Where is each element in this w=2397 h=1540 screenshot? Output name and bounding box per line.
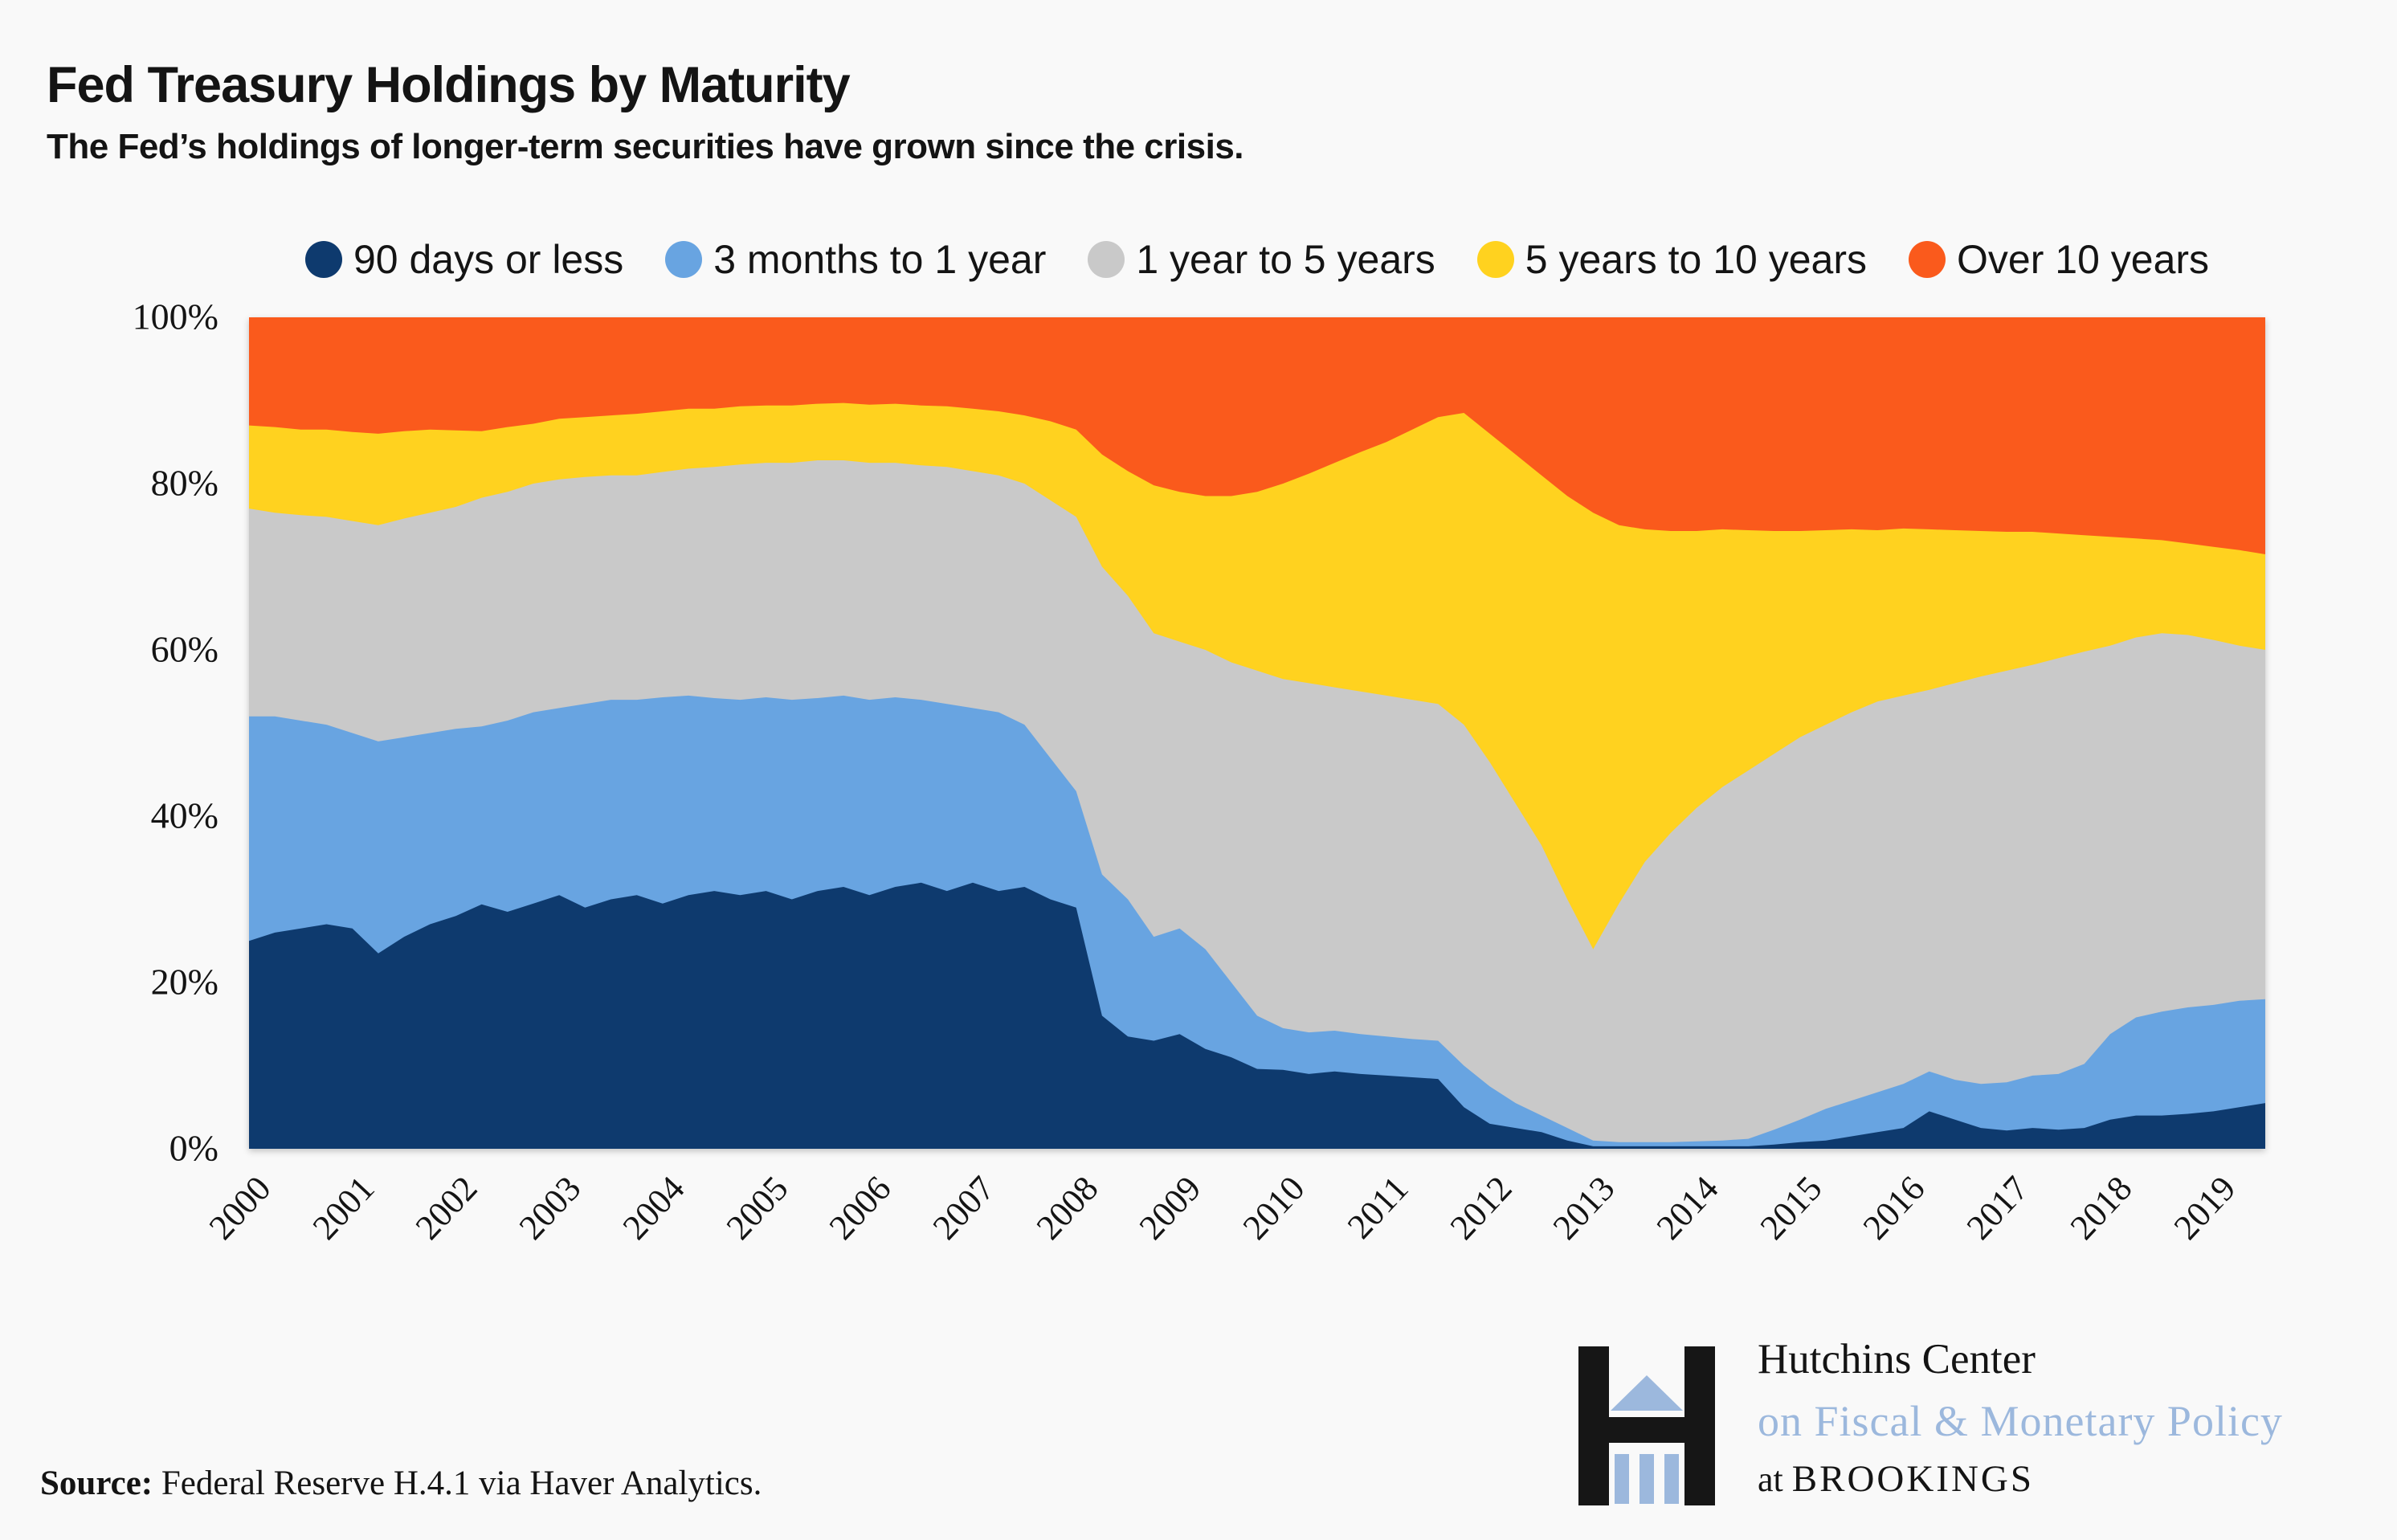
logo-line3-prefix: at (1758, 1460, 1792, 1499)
legend-dot-icon (1088, 241, 1125, 278)
logo-line3: at BROOKINGS (1758, 1457, 2283, 1501)
legend-item-1: 90 days or less (304, 236, 624, 283)
y-tick-60: 60% (150, 628, 218, 670)
legend-item-5: Over 10 years (1909, 236, 2209, 283)
x-tick-2000: 2000 (201, 1168, 279, 1248)
x-tick-2012: 2012 (1442, 1168, 1520, 1248)
logo-line1: Hutchins Center (1758, 1336, 2036, 1383)
source-label: Source: (40, 1464, 153, 1502)
x-tick-2004: 2004 (615, 1168, 692, 1248)
y-tick-20: 20% (150, 961, 218, 1003)
x-tick-2015: 2015 (1752, 1168, 1830, 1248)
y-tick-40: 40% (150, 795, 218, 836)
legend-label: 90 days or less (353, 237, 624, 282)
legend-label: 5 years to 10 years (1525, 237, 1868, 282)
area-90-days-or-less (249, 882, 2265, 1149)
x-tick-2001: 2001 (304, 1168, 382, 1248)
legend-dot-icon (1909, 241, 1946, 278)
legend-dot-icon (665, 241, 703, 278)
x-tick-2011: 2011 (1339, 1168, 1416, 1247)
legend-label: 3 months to 1 year (713, 237, 1047, 282)
page-title: Fed Treasury Holdings by Maturity (47, 57, 851, 113)
x-tick-2009: 2009 (1132, 1168, 1210, 1248)
x-tick-2019: 2019 (2166, 1168, 2244, 1248)
y-tick-0: 0% (169, 1127, 218, 1169)
y-axis: 0% 20% 40% 60% 80% 100% (0, 296, 218, 1168)
x-tick-2016: 2016 (1856, 1168, 1934, 1248)
legend-dot-icon (304, 241, 342, 278)
x-axis: 2000 2001 2002 2003 2004 2005 2006 2007 2008 2009… (202, 1165, 2265, 1350)
legend-item-4: 5 years to 10 years (1476, 236, 1868, 283)
hutchins-logo-mark (1578, 1346, 1715, 1505)
logo-line2: on Fiscal & Monetary Policy (1758, 1397, 2283, 1445)
legend-dot-icon (1476, 241, 1514, 278)
legend-label: Over 10 years (1957, 237, 2210, 282)
logo-line3-brookings: BROOKINGS (1791, 1458, 2034, 1500)
x-tick-2014: 2014 (1648, 1168, 1726, 1248)
logo-columns-icon (1615, 1454, 1679, 1504)
legend-item-3: 1 year to 5 years (1088, 236, 1435, 283)
legend-label: 1 year to 5 years (1136, 237, 1435, 282)
x-tick-2017: 2017 (1958, 1168, 2036, 1248)
x-tick-2008: 2008 (1028, 1168, 1106, 1248)
page-subtitle: The Fed’s holdings of longer-term securi… (47, 127, 1244, 166)
x-tick-2002: 2002 (408, 1168, 485, 1248)
source-text: Federal Reserve H.4.1 via Haver Analytic… (153, 1464, 762, 1502)
hutchins-logo-text: Hutchins Center on Fiscal & Monetary Pol… (1758, 1335, 2283, 1501)
source-line: Source: Federal Reserve H.4.1 via Haver … (40, 1464, 762, 1503)
y-tick-80: 80% (150, 462, 218, 504)
x-tick-2007: 2007 (925, 1168, 1002, 1248)
legend-item-2: 3 months to 1 year (665, 236, 1046, 283)
x-tick-2003: 2003 (511, 1168, 589, 1248)
stacked-area-plot (249, 317, 2265, 1149)
chart-legend: 90 days or less 3 months to 1 year 1 year … (249, 236, 2265, 283)
x-tick-2018: 2018 (2062, 1168, 2140, 1248)
y-tick-100: 100% (132, 296, 218, 337)
logo-h-crossbar (1578, 1417, 1715, 1443)
x-tick-2010: 2010 (1235, 1168, 1313, 1248)
x-tick-2006: 2006 (822, 1168, 899, 1248)
x-tick-2013: 2013 (1546, 1168, 1623, 1248)
x-tick-2005: 2005 (718, 1168, 796, 1248)
logo-pediment-icon (1611, 1375, 1683, 1411)
